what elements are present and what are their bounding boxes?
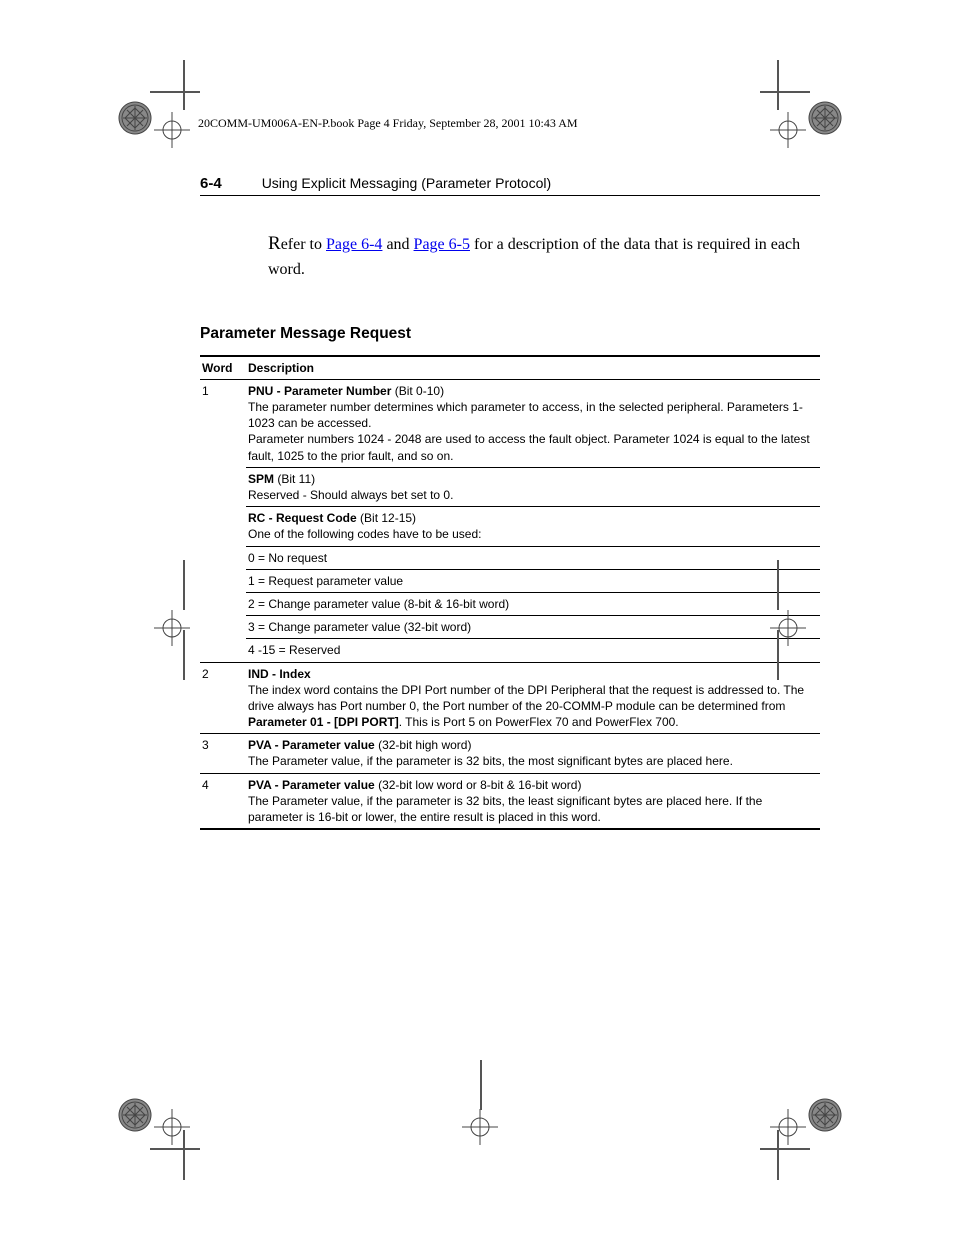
desc-line: RC - Request Code (Bit 12-15): [248, 510, 816, 526]
desc-cell: PNU - Parameter Number (Bit 0-10)The par…: [246, 379, 820, 467]
running-head: 6-4 Using Explicit Messaging (Parameter …: [200, 175, 820, 196]
crop-tick: [777, 1130, 779, 1180]
registration-crosshair-icon: [152, 1107, 192, 1147]
registration-crosshair-icon: [460, 1107, 500, 1147]
desc-line: The Parameter value, if the parameter is…: [248, 753, 816, 769]
word-cell: 1: [200, 379, 246, 662]
desc-cell: PVA - Parameter value (32-bit high word)…: [246, 734, 820, 773]
desc-line: The parameter number determines which pa…: [248, 399, 816, 431]
desc-line: 4 -15 = Reserved: [248, 642, 816, 658]
registration-rosette-icon: [115, 1095, 155, 1135]
desc-line: 2 = Change parameter value (8-bit & 16-b…: [248, 596, 816, 612]
table-row: 1 = Request parameter value: [200, 569, 820, 592]
table-row: 3PVA - Parameter value (32-bit high word…: [200, 734, 820, 773]
table-row: 4PVA - Parameter value (32-bit low word …: [200, 773, 820, 829]
table-header-row: Word Description: [200, 356, 820, 380]
desc-line: PNU - Parameter Number (Bit 0-10): [248, 383, 816, 399]
desc-cell: 4 -15 = Reserved: [246, 639, 820, 662]
desc-line: The index word contains the DPI Port num…: [248, 682, 816, 731]
crop-tick: [183, 60, 185, 110]
page-number: 6-4: [200, 175, 222, 192]
registration-crosshair-icon: [768, 110, 808, 150]
drop-letter: R: [268, 233, 281, 254]
desc-cell: RC - Request Code (Bit 12-15)One of the …: [246, 507, 820, 546]
desc-cell: SPM (Bit 11)Reserved - Should always bet…: [246, 467, 820, 506]
desc-line: Reserved - Should always bet set to 0.: [248, 487, 816, 503]
crop-tick: [183, 630, 185, 680]
desc-line: SPM (Bit 11): [248, 471, 816, 487]
registration-crosshair-icon: [152, 110, 192, 150]
section-heading: Parameter Message Request: [200, 325, 820, 343]
crop-tick: [760, 1148, 810, 1150]
desc-cell: 3 = Change parameter value (32-bit word): [246, 616, 820, 639]
desc-cell: 2 = Change parameter value (8-bit & 16-b…: [246, 592, 820, 615]
message-request-table: Word Description 1PNU - Parameter Number…: [200, 355, 820, 831]
table-row: SPM (Bit 11)Reserved - Should always bet…: [200, 467, 820, 506]
registration-rosette-icon: [805, 1095, 845, 1135]
crop-tick: [777, 60, 779, 110]
table-row: RC - Request Code (Bit 12-15)One of the …: [200, 507, 820, 546]
word-cell: 4: [200, 773, 246, 829]
desc-line: Parameter numbers 1024 - 2048 are used t…: [248, 431, 816, 463]
desc-cell: PVA - Parameter value (32-bit low word o…: [246, 773, 820, 829]
page-content: 6-4 Using Explicit Messaging (Parameter …: [200, 175, 820, 830]
body-paragraph: Refer to Page 6-4 and Page 6-5 for a des…: [268, 230, 820, 281]
crop-tick: [150, 91, 200, 93]
registration-rosette-icon: [115, 98, 155, 138]
table-row: 4 -15 = Reserved: [200, 639, 820, 662]
registration-crosshair-icon: [152, 608, 192, 648]
registration-rosette-icon: [805, 98, 845, 138]
link-page-6-5[interactable]: Page 6-5: [414, 236, 470, 253]
desc-line: The Parameter value, if the parameter is…: [248, 793, 816, 825]
desc-line: 0 = No request: [248, 550, 816, 566]
link-page-6-4[interactable]: Page 6-4: [326, 236, 382, 253]
source-header-text: 20COMM-UM006A-EN-P.book Page 4 Friday, S…: [198, 116, 578, 130]
desc-cell: IND - IndexThe index word contains the D…: [246, 662, 820, 734]
table-row: 0 = No request: [200, 546, 820, 569]
desc-cell: 0 = No request: [246, 546, 820, 569]
crop-tick: [183, 560, 185, 610]
col-header-desc: Description: [246, 356, 820, 380]
crop-tick: [183, 1130, 185, 1180]
table-row: 1PNU - Parameter Number (Bit 0-10)The pa…: [200, 379, 820, 467]
word-cell: 2: [200, 662, 246, 734]
table-row: 2IND - IndexThe index word contains the …: [200, 662, 820, 734]
col-header-word: Word: [200, 356, 246, 380]
running-title: Using Explicit Messaging (Parameter Prot…: [262, 175, 551, 191]
para-text-2: and: [382, 236, 413, 253]
table-row: 2 = Change parameter value (8-bit & 16-b…: [200, 592, 820, 615]
desc-line: PVA - Parameter value (32-bit low word o…: [248, 777, 816, 793]
desc-line: IND - Index: [248, 666, 816, 682]
desc-line: PVA - Parameter value (32-bit high word): [248, 737, 816, 753]
word-cell: 3: [200, 734, 246, 773]
desc-line: 1 = Request parameter value: [248, 573, 816, 589]
desc-line: One of the following codes have to be us…: [248, 526, 816, 542]
table-row: 3 = Change parameter value (32-bit word): [200, 616, 820, 639]
source-header-line: 20COMM-UM006A-EN-P.book Page 4 Friday, S…: [198, 116, 578, 131]
crop-tick: [760, 91, 810, 93]
registration-crosshair-icon: [768, 1107, 808, 1147]
para-text-1: efer to: [281, 236, 326, 253]
desc-cell: 1 = Request parameter value: [246, 569, 820, 592]
crop-tick: [150, 1148, 200, 1150]
crop-tick: [480, 1060, 482, 1110]
desc-line: 3 = Change parameter value (32-bit word): [248, 619, 816, 635]
